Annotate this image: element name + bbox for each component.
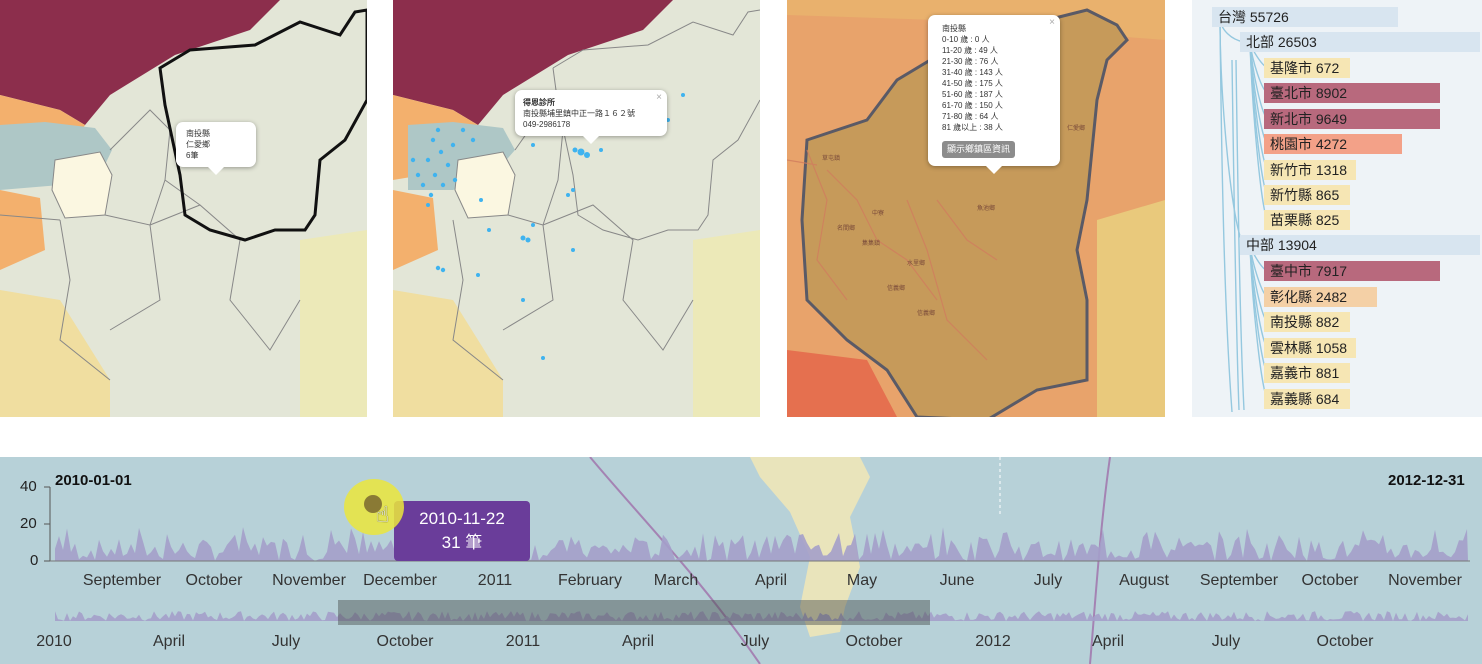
tooltip-date: 2010-11-22 [419,509,505,528]
tree-root-node[interactable]: 台灣 55726 [1212,7,1398,27]
age-row: 21-30 歲 : 76 人 [942,57,999,66]
close-icon[interactable]: × [656,92,662,103]
context-tick-label: October [376,633,434,650]
svg-text:集集鎮: 集集鎮 [862,239,880,247]
region-tree: 台灣 55726 北部 26503 基隆市 672 臺北市 8902 新北市 9… [1192,0,1482,417]
popup-line: 仁愛鄉 [186,140,210,149]
context-tick-label: 2010 [36,633,72,650]
age-row: 0-10 歲 : 0 人 [942,35,990,44]
timeline-tooltip: 2010-11-22 31 筆 [394,501,530,561]
svg-text:魚池鄉: 魚池鄉 [977,204,995,212]
tree-city-miaoli[interactable]: 苗栗縣 825 [1264,210,1350,230]
close-icon[interactable]: × [1049,17,1055,28]
timeline-start-date: 2010-01-01 [55,472,132,489]
age-row: 11-20 歲 : 49 人 [942,46,998,55]
age-row: 71-80 歲 : 64 人 [942,112,999,121]
timeline-chart[interactable]: 40 20 0 2010-01-01 2012-12-31 September … [0,457,1482,664]
clinic-address: 南投縣埔里鎮中正一路１６２號 [523,109,635,118]
map2-tooltip: × 得恩診所 南投縣埔里鎮中正一路１６２號 049-2986178 [515,90,667,144]
clinic-point-map[interactable]: × 得恩診所 南投縣埔里鎮中正一路１６２號 049-2986178 [393,0,760,417]
context-tick-label: 2012 [975,633,1011,650]
y-tick-label: 40 [20,478,37,495]
context-tick-label: October [845,633,903,650]
hand-cursor-icon: ☝ [376,502,390,527]
hover-point[interactable] [364,495,382,513]
tree-region-north[interactable]: 北部 26503 [1240,32,1480,52]
x-tick-label: November [1388,572,1462,589]
popup-line: 6筆 [186,151,199,160]
context-tick-label: April [621,633,655,650]
x-tick-label: February [557,572,623,589]
tree-city-yunlin[interactable]: 雲林縣 1058 [1264,338,1356,358]
map3-tooltip: × 南投縣 0-10 歲 : 0 人 11-20 歲 : 49 人 21-30 … [928,15,1060,174]
popup-title: 南投縣 [942,24,966,33]
choropleth-map-1[interactable]: 南投縣 仁愛鄉 6筆 [0,0,367,417]
context-tick-label: April [152,633,186,650]
svg-text:中寮: 中寮 [872,209,884,217]
show-township-info-button[interactable]: 顯示鄉鎮區資訊 [942,141,1016,158]
timeline-brush-selection[interactable] [338,600,930,625]
x-tick-label: May [846,572,878,589]
popup-line: 南投縣 [186,129,210,138]
tree-city-nantou[interactable]: 南投縣 882 [1264,312,1350,332]
context-tick-label: April [1091,633,1125,650]
tree-city-changhua[interactable]: 彰化縣 2482 [1264,287,1377,307]
tree-city-chiayi-city[interactable]: 嘉義市 881 [1264,363,1350,383]
context-tick-label: July [1211,633,1241,650]
context-count-area [55,611,1468,621]
x-tick-label: October [1301,572,1359,589]
tree-region-central[interactable]: 中部 13904 [1240,235,1480,255]
clinic-points [410,93,685,360]
x-tick-label: June [939,572,975,589]
tree-city-taipei[interactable]: 臺北市 8902 [1264,83,1440,103]
x-tick-label: April [754,572,788,589]
y-tick-label: 0 [30,552,39,569]
svg-text:名間鄉: 名間鄉 [837,224,855,232]
svg-text:仁愛鄉: 仁愛鄉 [1067,124,1085,132]
tree-city-hsinchu-city[interactable]: 新竹市 1318 [1264,160,1356,180]
y-tick-label: 20 [20,515,37,532]
context-tick-label: July [740,633,770,650]
svg-text:信義鄉: 信義鄉 [917,309,935,317]
tree-city-taichung[interactable]: 臺中市 7917 [1264,261,1440,281]
age-row: 51-60 歲 : 187 人 [942,90,1003,99]
age-row: 61-70 歲 : 150 人 [942,101,1003,110]
context-tick-label: July [271,633,301,650]
timeline-end-date: 2012-12-31 [1388,472,1465,489]
svg-text:信義鄉: 信義鄉 [887,284,905,292]
x-tick-label: July [1033,572,1063,589]
x-tick-label: September [82,572,162,589]
age-row: 41-50 歲 : 175 人 [942,79,1003,88]
x-tick-label: November [272,572,346,589]
age-row: 31-40 歲 : 143 人 [942,68,1003,77]
svg-text:水里鄉: 水里鄉 [907,259,925,267]
clinic-phone: 049-2986178 [523,120,571,129]
x-tick-label: August [1119,572,1169,589]
x-tick-label: September [1199,572,1279,589]
daily-count-area [55,527,1468,561]
clinic-name: 得恩診所 [523,98,555,107]
x-tick-label: 2011 [477,572,513,589]
x-tick-label: October [185,572,243,589]
map2-canvas[interactable] [393,0,760,417]
map1-canvas[interactable] [0,0,367,417]
age-distribution-map[interactable]: 草屯鎮名間鄉 集集鎮 水里鄉信義鄉 中寮 魚池鄉 仁愛鄉信義鄉 × 南投縣 0-10 … [787,0,1165,417]
x-tick-label: March [653,572,699,589]
x-tick-label: December [363,572,437,589]
context-tick-label: 2011 [505,633,541,650]
tree-city-taoyuan[interactable]: 桃園市 4272 [1264,134,1402,154]
svg-text:草屯鎮: 草屯鎮 [822,154,840,162]
tooltip-count: 31 筆 [441,533,483,552]
map1-tooltip: 南投縣 仁愛鄉 6筆 [176,122,256,175]
tree-city-keelung[interactable]: 基隆市 672 [1264,58,1350,78]
tree-city-new-taipei[interactable]: 新北市 9649 [1264,109,1440,129]
age-row: 81 歲以上 : 38 人 [942,123,1003,132]
tree-city-hsinchu-county[interactable]: 新竹縣 865 [1264,185,1350,205]
context-tick-label: October [1316,633,1374,650]
tree-city-chiayi-county[interactable]: 嘉義縣 684 [1264,389,1350,409]
